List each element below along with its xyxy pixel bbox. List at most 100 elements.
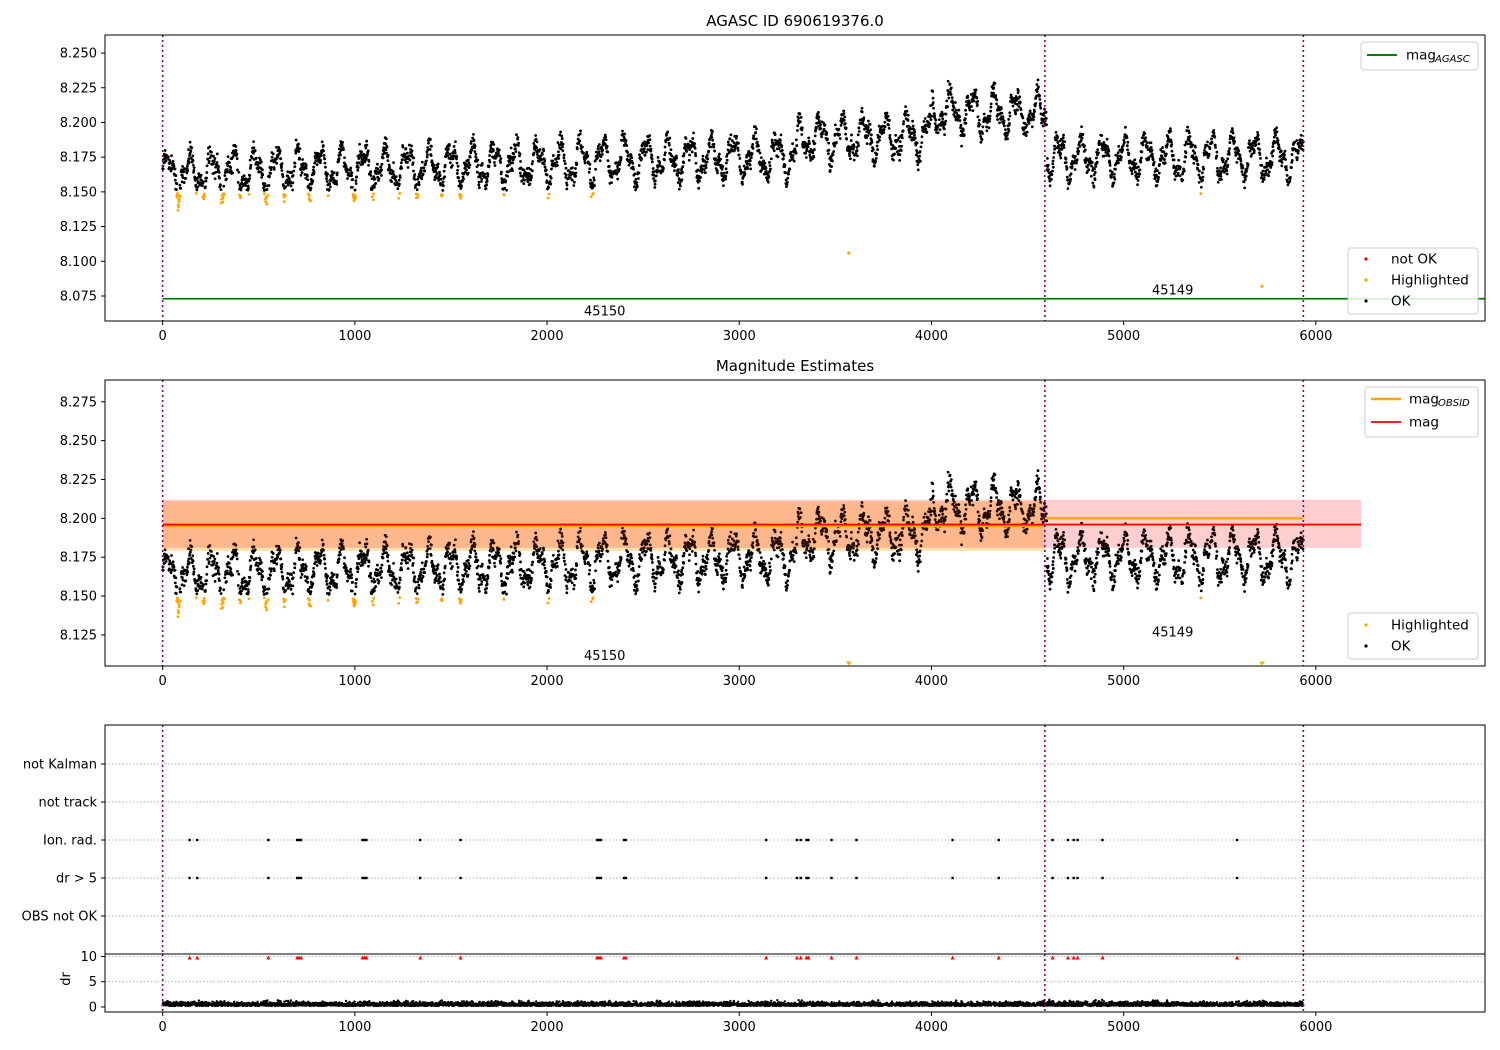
ok-point: [639, 148, 643, 152]
ok-point: [442, 169, 446, 173]
ok-point: [326, 574, 330, 578]
ok-point: [394, 581, 398, 585]
ok-point: [1035, 83, 1039, 86]
ok-point: [1156, 180, 1160, 183]
ok-point: [514, 147, 517, 151]
ok-point: [963, 117, 967, 121]
ok-point: [902, 122, 905, 126]
ok-point: [1093, 167, 1096, 171]
ok-point: [941, 112, 945, 116]
ok-point: [690, 150, 694, 154]
ok-point: [551, 154, 555, 157]
highlighted-point: [179, 194, 182, 198]
ok-point: [987, 126, 991, 130]
highlighted-point: [459, 194, 463, 197]
ok-point: [989, 109, 993, 113]
y-tick-label: 8.100: [60, 255, 97, 270]
ok-point: [291, 188, 295, 192]
ok-point: [532, 151, 536, 155]
ok-point: [1200, 171, 1204, 175]
highlighted-point: [203, 195, 207, 198]
ok-point: [1126, 148, 1129, 152]
ok-point: [998, 121, 1001, 125]
ok-point: [485, 586, 489, 590]
ok-point: [380, 570, 384, 573]
ok-point: [219, 587, 222, 591]
x-tick-label: 4000: [915, 329, 948, 344]
ok-point: [922, 130, 926, 134]
ok-point: [1280, 164, 1284, 168]
ok-point: [1121, 144, 1125, 147]
ok-point: [736, 146, 740, 150]
ok-point: [386, 553, 390, 557]
ok-point: [1050, 173, 1054, 176]
ok-point: [270, 166, 274, 169]
ok-point: [513, 155, 517, 159]
ok-point: [456, 566, 460, 569]
ok-point: [687, 158, 691, 162]
ok-point: [170, 554, 173, 557]
ok-point: [463, 170, 467, 174]
ok-point: [268, 175, 271, 179]
ok-point: [950, 96, 954, 100]
ok-point: [392, 161, 395, 165]
ok-point: [572, 184, 576, 187]
ok-point: [579, 129, 582, 133]
ok-point: [222, 588, 226, 592]
ok-point: [350, 589, 354, 593]
ok-point: [364, 146, 368, 150]
ok-point: [795, 144, 799, 148]
ok-point: [1038, 94, 1041, 98]
ok-point: [373, 185, 376, 189]
ok-point: [711, 138, 715, 142]
ok-point: [397, 178, 401, 182]
ok-point: [981, 132, 984, 135]
ok-point: [246, 588, 250, 591]
ok-point: [280, 162, 284, 165]
ok-point: [682, 152, 686, 156]
ok-point: [1038, 98, 1042, 101]
ok-point: [457, 588, 461, 591]
ok-point: [263, 184, 267, 188]
ok-point: [530, 174, 533, 178]
ok-point: [400, 568, 404, 572]
ok-point: [483, 574, 487, 578]
ok-point: [413, 580, 417, 584]
ok-point: [542, 149, 546, 153]
ok-point: [457, 184, 461, 188]
ok-point: [425, 555, 429, 559]
ok-point: [509, 146, 513, 150]
ok-point: [930, 114, 933, 118]
ok-point: [934, 118, 938, 122]
ok-point: [1213, 135, 1217, 139]
ok-point: [286, 183, 290, 187]
ok-point: [966, 94, 970, 98]
ok-point: [976, 103, 979, 107]
ok-point: [906, 113, 910, 117]
ok-point: [902, 120, 906, 123]
ok-point: [931, 96, 935, 100]
ok-point: [1272, 149, 1275, 152]
ok-point: [548, 180, 552, 183]
ok-point: [367, 560, 371, 564]
ok-point: [757, 148, 761, 152]
ok-point: [392, 561, 395, 565]
ok-point: [944, 112, 948, 116]
ok-point: [1018, 100, 1022, 104]
ok-point: [380, 162, 384, 166]
ok-point: [452, 154, 455, 157]
ok-point: [887, 123, 891, 127]
ok-point: [528, 182, 532, 186]
ok-point: [913, 136, 917, 140]
ok-point: [1198, 169, 1201, 173]
ok-point: [740, 180, 744, 184]
ok-point: [191, 163, 195, 167]
ok-point: [480, 582, 483, 586]
ok-point: [837, 127, 841, 131]
ok-point: [451, 157, 455, 161]
ok-point: [1161, 146, 1164, 149]
ok-point: [212, 155, 215, 158]
obsid-label: 45149: [1152, 284, 1193, 299]
highlighted-point: [546, 196, 550, 200]
ok-point: [369, 174, 373, 177]
